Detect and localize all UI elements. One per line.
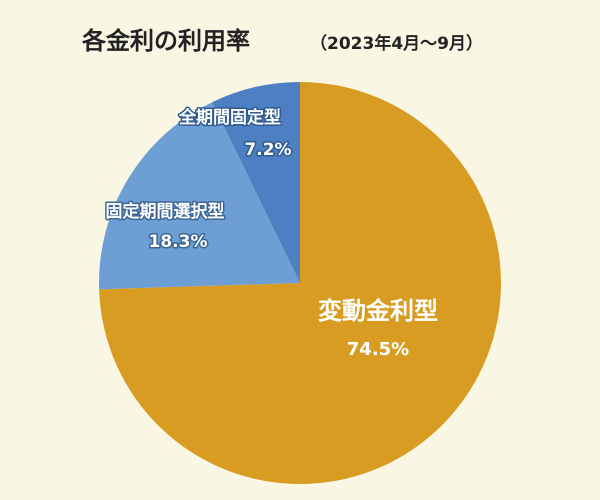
pie-slice — [99, 102, 300, 290]
chart-title: 各金利の利用率 — [81, 27, 250, 55]
slice-label: 固定期間選択型 — [106, 201, 225, 222]
chart-subtitle: （2023年4月～9月） — [310, 33, 483, 54]
pie-slice — [212, 82, 300, 283]
value-label: 74.5% — [347, 339, 409, 360]
value-label: 18.3% — [149, 232, 208, 252]
slice-label: 全期間固定型 — [178, 107, 281, 128]
pie-slice — [99, 82, 502, 484]
value-label: 7.2% — [244, 140, 291, 160]
slice-label: 変動金利型 — [318, 297, 438, 325]
